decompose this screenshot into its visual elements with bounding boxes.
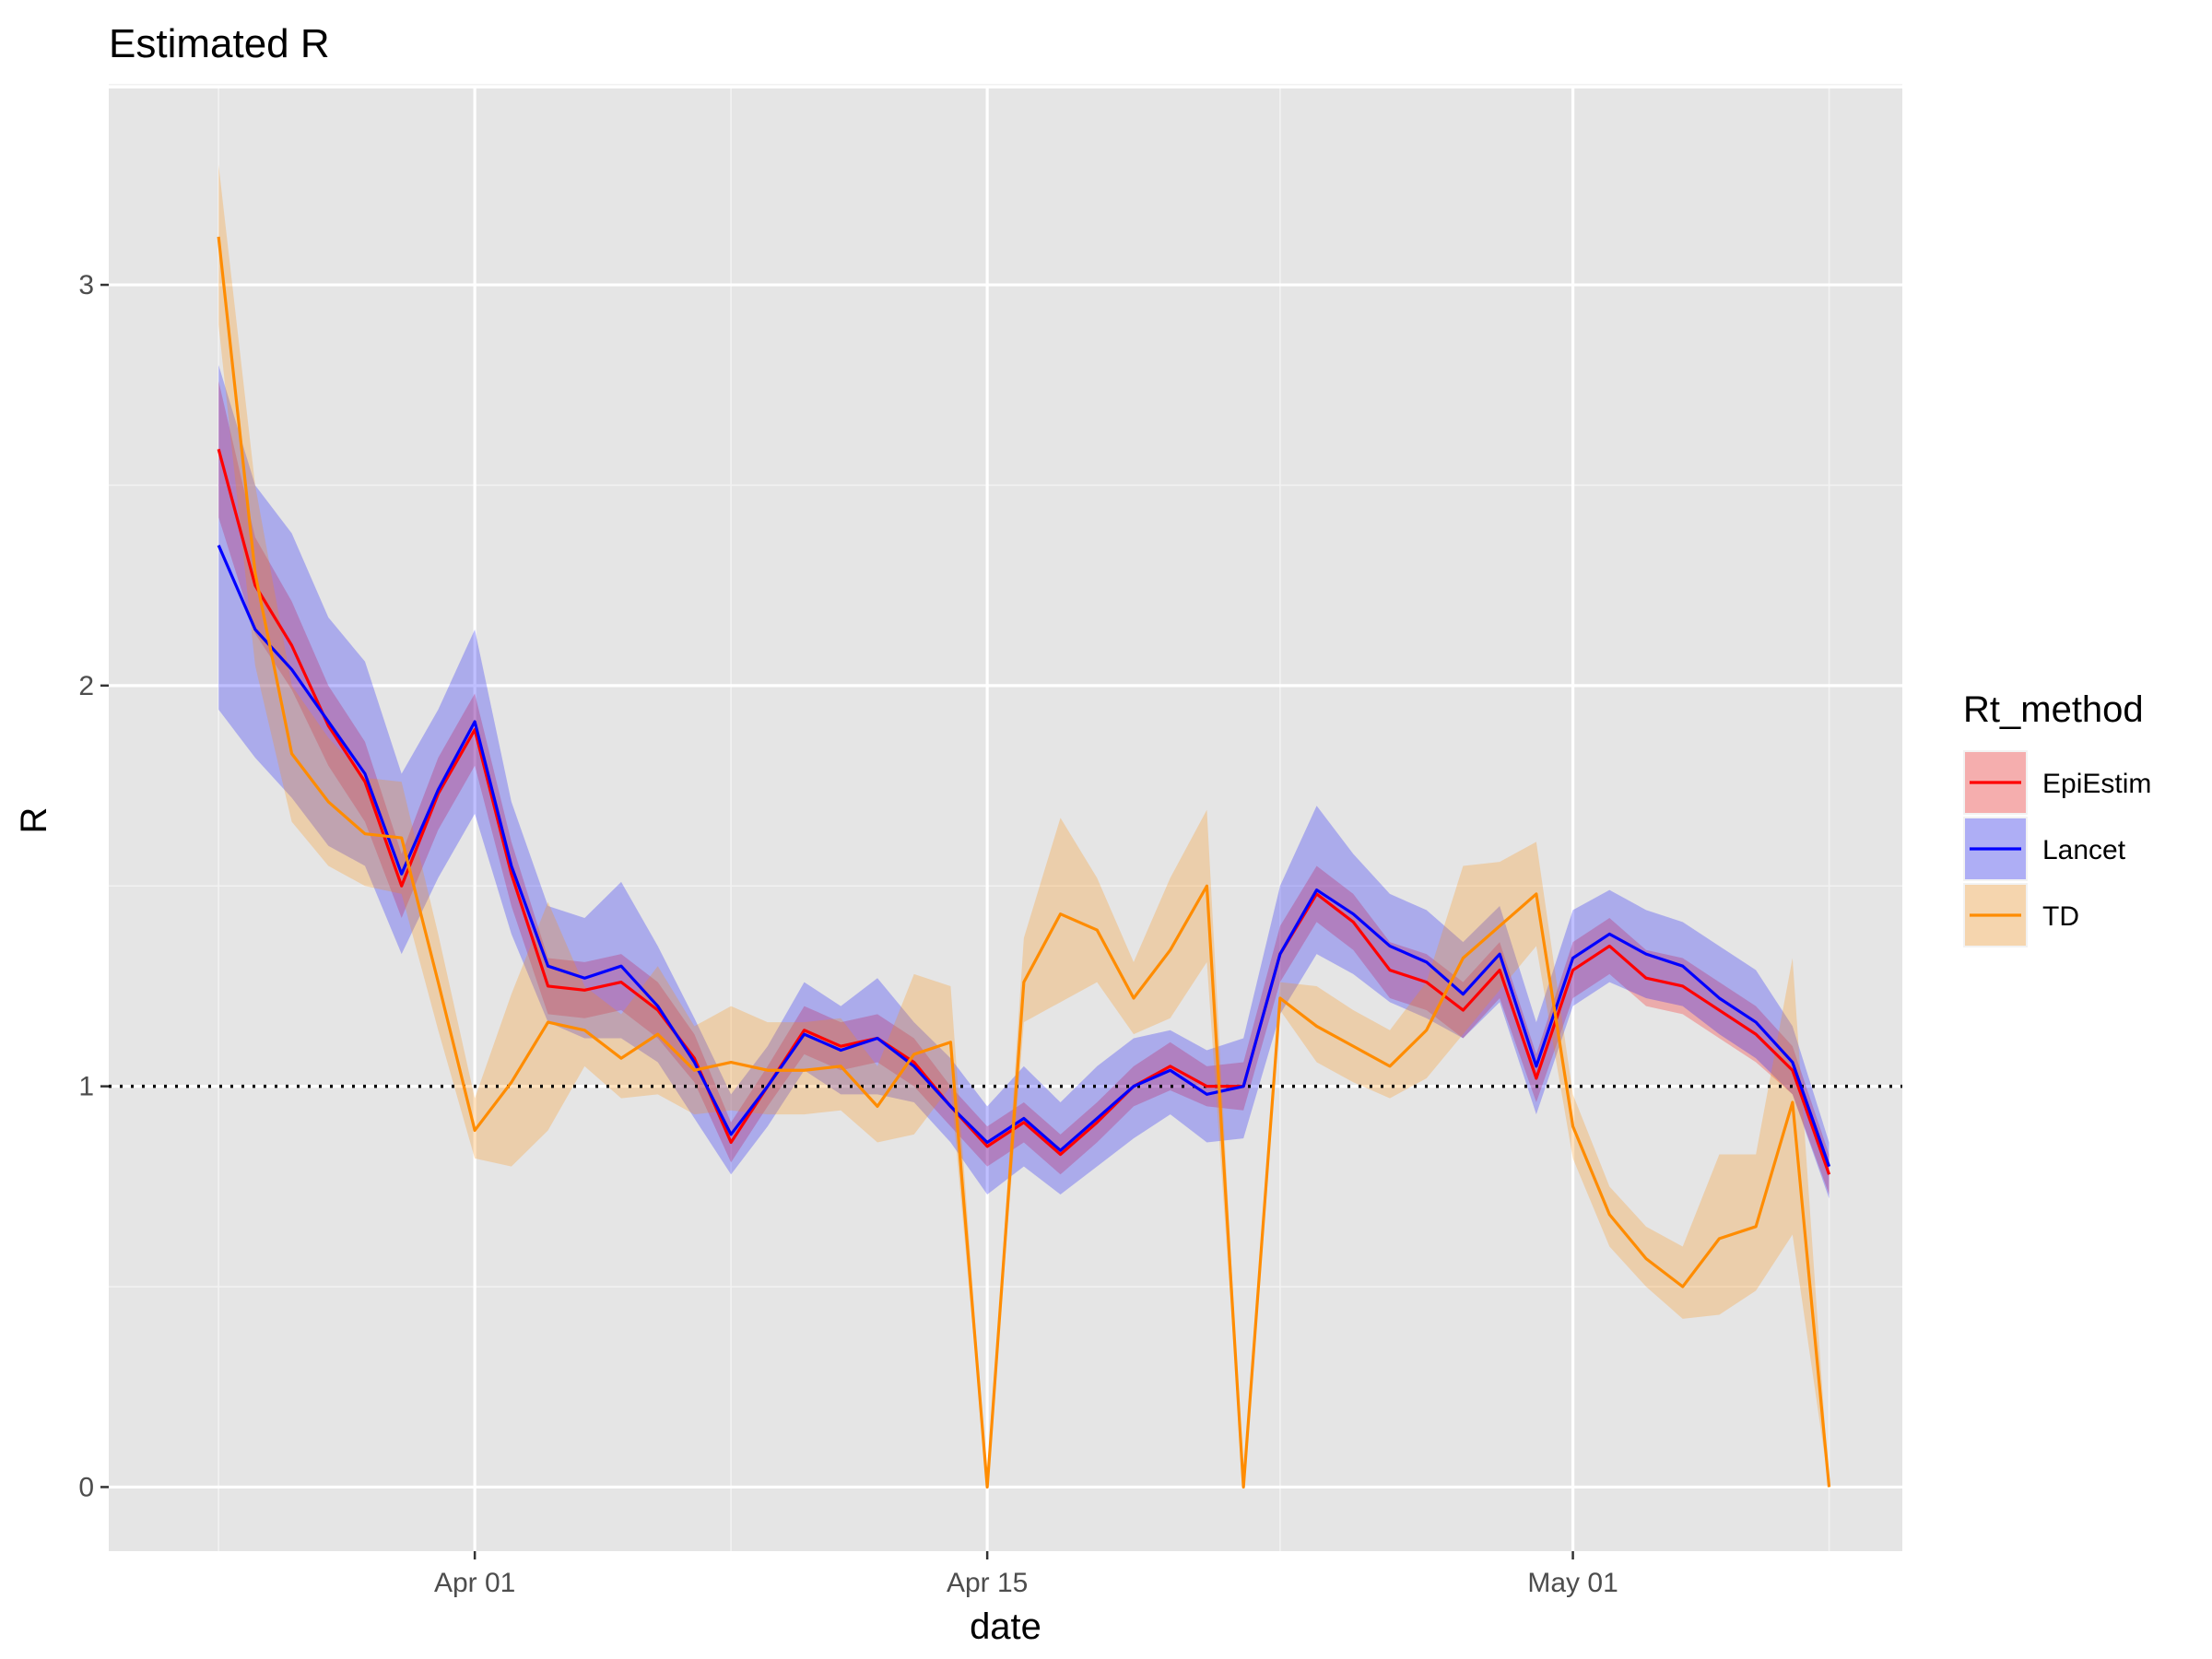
series-lines — [217, 236, 1831, 1489]
legend: Rt_method EpiEstim Lancet TD — [1963, 689, 2151, 947]
line-epiestim — [217, 448, 1831, 1175]
x-axis-title: date — [970, 1606, 1041, 1647]
y-tick-label: 3 — [78, 270, 94, 300]
legend-item-td: TD — [1963, 883, 2079, 947]
y-axis-title: R — [14, 807, 54, 834]
y-tick-label: 0 — [78, 1472, 94, 1502]
legend-item-epiestim: EpiEstim — [1963, 750, 2151, 815]
x-tick-label: Apr 01 — [434, 1568, 515, 1598]
line-td — [217, 236, 1831, 1489]
ribbon-lancet — [218, 365, 1830, 1199]
x-axis: Apr 01 Apr 15 May 01 — [434, 1551, 1618, 1598]
legend-label: Lancet — [2042, 835, 2126, 865]
legend-item-lancet: Lancet — [1963, 817, 2126, 881]
confidence-ribbons — [218, 164, 1830, 1488]
grid-minor — [109, 83, 1902, 1551]
legend-label: EpiEstim — [2042, 769, 2151, 799]
y-axis: 0 1 2 3 — [78, 270, 109, 1502]
line-lancet — [217, 545, 1831, 1168]
chart-title: Estimated R — [109, 21, 330, 66]
x-tick-label: Apr 15 — [947, 1568, 1028, 1598]
x-tick-label: May 01 — [1527, 1568, 1618, 1598]
y-tick-label: 1 — [78, 1072, 94, 1102]
plot-panel — [109, 88, 1902, 1551]
y-tick-label: 2 — [78, 671, 94, 701]
ribbon-epiestim — [218, 381, 1830, 1195]
legend-title: Rt_method — [1963, 689, 2144, 730]
legend-label: TD — [2042, 901, 2079, 932]
